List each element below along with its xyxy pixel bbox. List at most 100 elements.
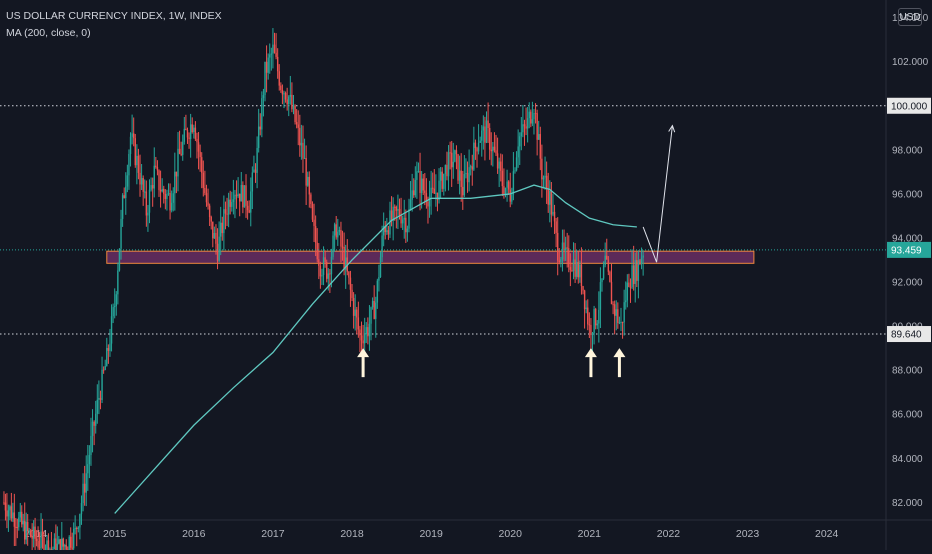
candle[interactable] [206, 193, 207, 202]
candle[interactable] [332, 236, 333, 257]
candle[interactable] [288, 97, 289, 104]
candle[interactable] [451, 153, 452, 168]
candle[interactable] [370, 307, 371, 323]
candle[interactable] [448, 152, 449, 176]
candle[interactable] [413, 190, 414, 195]
candle[interactable] [380, 257, 381, 277]
candle[interactable] [620, 322, 621, 323]
candle[interactable] [321, 275, 322, 277]
candle[interactable] [98, 398, 99, 400]
candle[interactable] [95, 414, 96, 426]
candle[interactable] [158, 170, 159, 190]
candle[interactable] [146, 192, 147, 216]
candle[interactable] [161, 189, 162, 192]
candle[interactable] [123, 195, 124, 198]
candle[interactable] [419, 171, 420, 193]
candle[interactable] [198, 142, 199, 151]
candle[interactable] [14, 512, 15, 526]
candle[interactable] [434, 189, 435, 194]
candle[interactable] [18, 517, 19, 527]
candle[interactable] [136, 156, 137, 165]
candle[interactable] [570, 267, 571, 270]
candle[interactable] [225, 209, 226, 213]
candle[interactable] [236, 195, 237, 197]
ma-200-line[interactable] [115, 185, 637, 513]
candle[interactable] [298, 124, 299, 127]
candle[interactable] [470, 166, 471, 167]
candle[interactable] [173, 193, 174, 203]
candle[interactable] [549, 191, 550, 205]
candle[interactable] [475, 143, 476, 148]
candle[interactable] [40, 532, 41, 548]
candle[interactable] [184, 129, 185, 142]
candle[interactable] [554, 212, 555, 221]
candle[interactable] [307, 177, 308, 186]
candle[interactable] [609, 272, 610, 282]
candle[interactable] [313, 220, 314, 226]
candle[interactable] [622, 322, 623, 323]
candle[interactable] [442, 172, 443, 189]
candle[interactable] [364, 334, 365, 343]
candle[interactable] [177, 149, 178, 177]
candle[interactable] [635, 260, 636, 284]
candle[interactable] [487, 121, 488, 128]
candle[interactable] [593, 309, 594, 333]
candle[interactable] [58, 539, 59, 543]
candle[interactable] [212, 222, 213, 239]
candle[interactable] [116, 294, 117, 306]
candle[interactable] [15, 527, 16, 528]
candle[interactable] [108, 348, 109, 351]
candle[interactable] [127, 175, 128, 186]
candle[interactable] [315, 226, 316, 243]
candle[interactable] [192, 124, 193, 132]
candle[interactable] [55, 538, 56, 550]
candle[interactable] [195, 128, 196, 139]
candle[interactable] [239, 194, 240, 202]
candle[interactable] [544, 176, 545, 178]
candle[interactable] [203, 173, 204, 188]
candle[interactable] [222, 223, 223, 233]
candle[interactable] [39, 547, 40, 548]
candle[interactable] [625, 300, 626, 302]
candle[interactable] [237, 194, 238, 196]
candle[interactable] [269, 55, 270, 58]
candle[interactable] [27, 522, 28, 531]
candle[interactable] [541, 159, 542, 180]
candle[interactable] [551, 191, 552, 215]
candle[interactable] [187, 130, 188, 137]
candle[interactable] [476, 148, 477, 151]
candle[interactable] [131, 133, 132, 136]
candle[interactable] [367, 327, 368, 336]
candle[interactable] [536, 113, 537, 140]
candle[interactable] [636, 260, 637, 281]
candle[interactable] [9, 506, 10, 510]
candle[interactable] [112, 307, 113, 316]
candle[interactable] [277, 57, 278, 71]
candle[interactable] [317, 243, 318, 260]
candle[interactable] [283, 93, 284, 95]
indicator-label[interactable]: MA (200, close, 0) [6, 25, 222, 42]
candle[interactable] [503, 186, 504, 194]
candle[interactable] [255, 170, 256, 173]
candle[interactable] [606, 256, 607, 260]
candle[interactable] [582, 286, 583, 290]
candle[interactable] [48, 540, 49, 550]
candle[interactable] [31, 537, 32, 539]
candle[interactable] [546, 176, 547, 188]
candle[interactable] [258, 127, 259, 148]
candle[interactable] [241, 185, 242, 201]
candle[interactable] [286, 99, 287, 104]
candle[interactable] [120, 219, 121, 249]
candle[interactable] [578, 262, 579, 277]
candle[interactable] [323, 257, 324, 275]
candle[interactable] [616, 309, 617, 316]
candle[interactable] [105, 366, 106, 370]
candle[interactable] [11, 506, 12, 518]
candle[interactable] [497, 153, 498, 168]
candle[interactable] [595, 309, 596, 325]
candle[interactable] [339, 230, 340, 232]
candle[interactable] [510, 190, 511, 202]
candle[interactable] [66, 545, 67, 550]
candle[interactable] [628, 283, 629, 287]
candle[interactable] [587, 308, 588, 325]
